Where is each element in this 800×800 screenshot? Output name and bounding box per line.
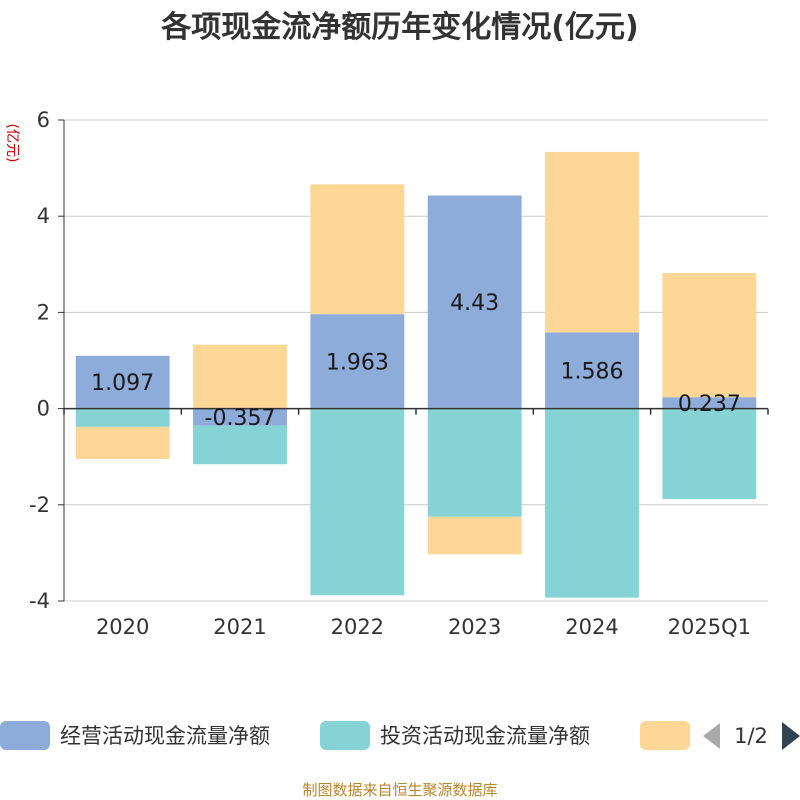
bar-operating-2020	[75, 355, 170, 409]
bars	[75, 151, 757, 598]
data-label-operating: 4.43	[450, 291, 499, 316]
x-tick-label: 2025Q1	[668, 615, 751, 639]
y-tick-label: 6	[37, 108, 50, 132]
x-tick-label: 2023	[448, 615, 501, 639]
bar-investing-2024	[545, 408, 639, 598]
x-tick-label: 2024	[565, 615, 618, 639]
y-tick-label: 2	[37, 300, 50, 324]
legend-label-operating[interactable]: 经营活动现金流量净额	[60, 724, 270, 748]
legend-label-investing[interactable]: 投资活动现金流量净额	[380, 724, 590, 748]
data-label-operating: 1.963	[326, 350, 389, 375]
y-tick-label: -4	[29, 589, 50, 613]
legend-next-icon[interactable]	[782, 722, 800, 750]
legend-swatch-investing[interactable]	[320, 721, 370, 750]
axes: -4 -2 0 2 4 6 2020 2021 2022 2023 2024 2025Q1	[29, 108, 769, 639]
bar-investing-2023	[427, 408, 522, 517]
bar-investing-2020	[75, 408, 170, 427]
legend-swatch-operating[interactable]	[0, 721, 50, 750]
bar-operating-2022	[310, 314, 405, 409]
footer-source: 制图数据来自恒生聚源数据库	[302, 781, 497, 799]
y-axis-unit-label: (亿元)	[4, 124, 20, 163]
bar-financing-2023	[427, 516, 522, 555]
y-tick-label: 4	[37, 204, 50, 228]
y-tick-label: 0	[37, 397, 50, 421]
bar-investing-2021	[193, 425, 287, 465]
legend: 经营活动现金流量净额 投资活动现金流量净额 1/2	[0, 721, 800, 750]
bar-financing-2022	[310, 184, 405, 315]
data-label-operating: 0.237	[678, 392, 741, 417]
x-tick-label: 2021	[213, 615, 266, 639]
y-tick-label: -2	[29, 493, 50, 517]
data-labels: 1.097 -0.357 1.963 4.43 1.586 0.237	[91, 291, 741, 431]
bar-operating-2023	[427, 195, 522, 409]
data-label-operating: 1.586	[561, 359, 624, 384]
x-tick-label: 2020	[96, 615, 149, 639]
bar-financing-2021	[193, 344, 287, 409]
bar-operating-2024	[545, 332, 639, 409]
chart-title: 各项现金流净额历年变化情况(亿元)	[160, 10, 638, 45]
bar-operating-2021	[193, 408, 287, 426]
bar-financing-2020	[75, 426, 170, 460]
bar-financing-2025Q1	[662, 273, 757, 398]
bar-investing-2025Q1	[662, 408, 757, 500]
bar-financing-2024	[545, 151, 639, 333]
x-tick-label: 2022	[331, 615, 384, 639]
data-label-operating: 1.097	[91, 371, 154, 396]
bar-investing-2022	[310, 408, 405, 596]
legend-prev-icon[interactable]	[703, 723, 720, 749]
bar-operating-2025Q1	[662, 397, 757, 409]
data-label-operating: -0.357	[205, 406, 276, 431]
legend-page-indicator: 1/2	[734, 724, 768, 748]
legend-swatch-financing[interactable]	[640, 721, 690, 750]
